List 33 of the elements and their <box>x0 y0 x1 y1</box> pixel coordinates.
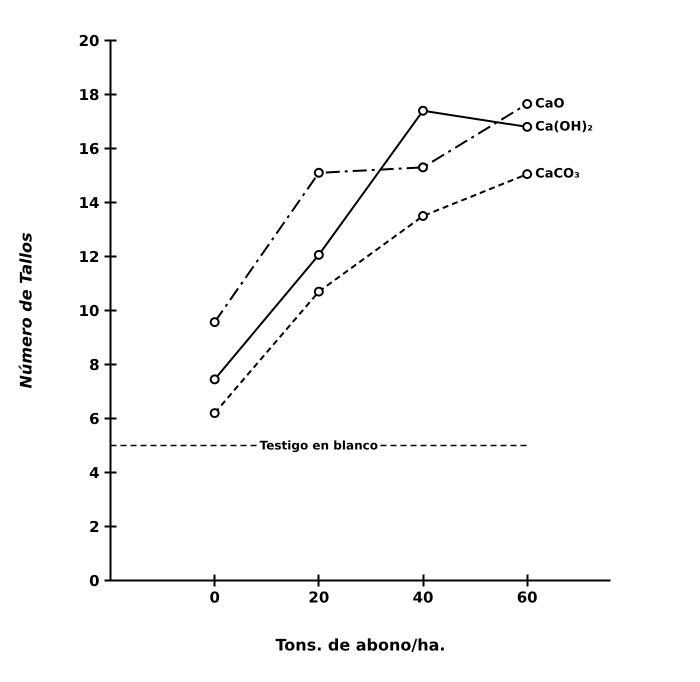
point <box>522 98 532 109</box>
y-tick-label: 4 <box>89 464 100 482</box>
ref-line-label: Testigo en blanco <box>260 438 378 452</box>
y-tick-label: 8 <box>89 356 100 374</box>
series-label: CaCO₃ <box>535 166 580 182</box>
x-axis-title: Tons. de abono/ha. <box>276 636 446 654</box>
y-tick-label: 14 <box>78 194 100 212</box>
point <box>418 211 428 221</box>
y-tick-label: 20 <box>78 32 100 50</box>
point <box>210 408 220 418</box>
point <box>418 162 428 172</box>
point <box>522 122 532 132</box>
x-tick-label: 40 <box>412 588 434 606</box>
y-tick-label: 12 <box>78 248 100 266</box>
x-tick-label: 60 <box>516 588 538 606</box>
series-label: Ca(OH)₂ <box>535 119 593 134</box>
point <box>314 286 324 297</box>
y-tick-label: 10 <box>78 302 100 320</box>
y-tick-label: 6 <box>89 410 100 428</box>
point <box>522 169 532 180</box>
y-tick-label: 16 <box>78 140 100 158</box>
x-tick-label: 20 <box>308 588 330 606</box>
y-tick-label: 2 <box>89 518 100 536</box>
point <box>314 168 324 178</box>
point <box>210 317 220 328</box>
point <box>418 106 428 116</box>
point <box>210 374 220 384</box>
series-label: CaO <box>535 96 565 112</box>
point <box>314 250 324 260</box>
y-tick-label: 18 <box>78 86 100 104</box>
x-tick-label: 0 <box>209 588 220 606</box>
y-tick-label: 0 <box>89 572 100 590</box>
y-axis-title: Número de Tallos <box>16 232 36 388</box>
